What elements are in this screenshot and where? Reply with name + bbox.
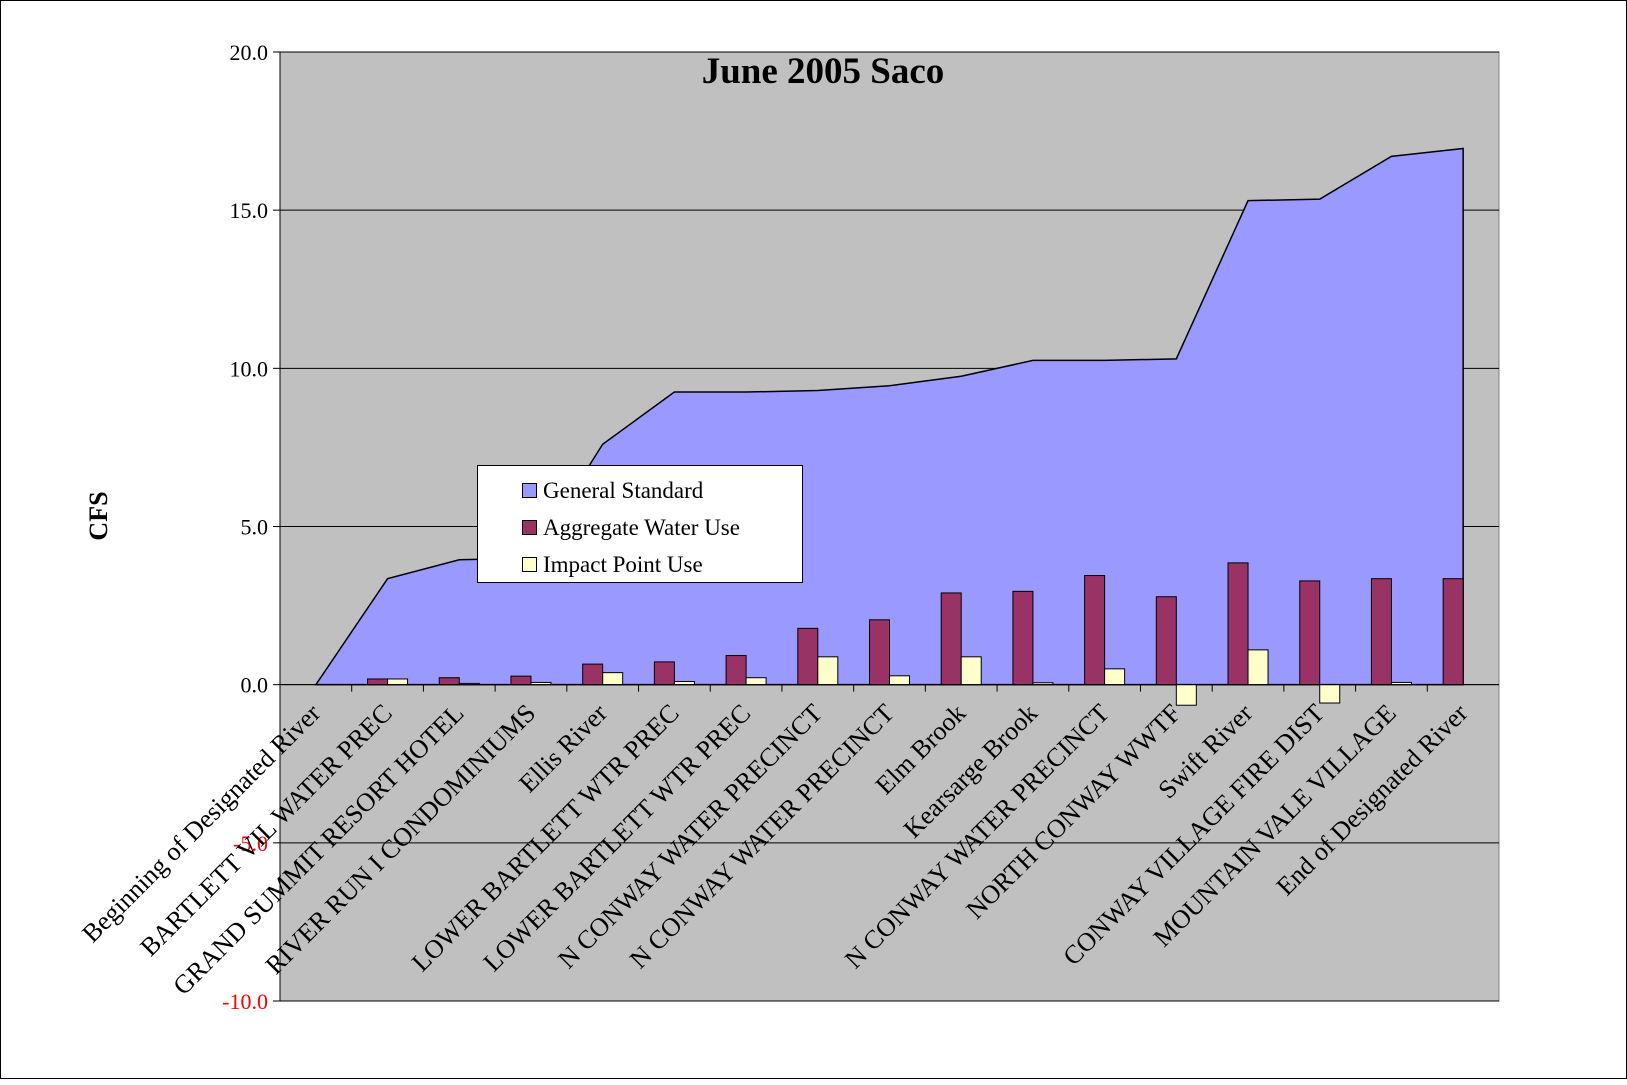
impact-point-use-bar	[1319, 684, 1341, 704]
impact-point-use-bar	[817, 656, 839, 686]
y-tick-labels: -10.0 -5.0 0.0 5.0 10.0 15.0 20.0	[222, 40, 281, 1014]
aggregate-water-use-bar	[510, 675, 532, 686]
y-tick-label: 20.0	[230, 40, 269, 65]
impact-point-use-bar	[387, 678, 409, 686]
aggregate-water-use-bar	[869, 619, 890, 686]
impact-point-use-bar	[1175, 684, 1197, 706]
impact-point-use-bar	[889, 675, 910, 686]
y-tick-label: 10.0	[230, 356, 269, 381]
y-tick-label: 15.0	[230, 198, 269, 223]
aggregate-water-use-bar	[1299, 580, 1321, 686]
legend-label: Aggregate Water Use	[543, 514, 740, 540]
aggregate-water-use-bar	[367, 678, 389, 686]
impact-point-use-bar	[1247, 649, 1269, 686]
y-tick-label: -10.0	[222, 989, 268, 1014]
legend-item-aggregate-water-use: Aggregate Water Use	[478, 509, 802, 546]
legend-label: General Standard	[543, 477, 704, 503]
chart-title: June 2005 Saco	[702, 51, 945, 92]
aggregate-water-use-bar	[940, 592, 962, 686]
aggregate-water-use-bar	[1155, 596, 1177, 686]
bars	[367, 562, 1464, 706]
aggregate-water-use-bar	[1084, 575, 1106, 686]
impact-point-use-bar	[745, 677, 767, 686]
y-tick-label: -5.0	[233, 831, 268, 856]
impact-point-use-bar	[1104, 668, 1126, 686]
aggregate-water-use-bar	[438, 677, 460, 686]
aggregate-water-use-bar	[1012, 590, 1034, 686]
impact-point-use-bar	[960, 656, 982, 686]
legend-swatch-aggregate-water-use	[522, 520, 537, 535]
legend-swatch-impact-point-use	[522, 557, 537, 572]
aggregate-water-use-bar	[797, 627, 819, 686]
legend-item-general-standard: General Standard	[478, 472, 802, 509]
y-axis-label: CFS	[84, 491, 113, 540]
legend-label: Impact Point Use	[543, 551, 703, 577]
aggregate-water-use-bar	[653, 661, 675, 686]
aggregate-water-use-bar	[1370, 578, 1392, 686]
aggregate-water-use-bar	[1442, 578, 1464, 686]
legend-item-impact-point-use: Impact Point Use	[478, 546, 802, 583]
legend-swatch-general-standard	[522, 483, 537, 498]
aggregate-water-use-bar	[1227, 562, 1249, 686]
legend: General Standard Aggregate Water Use Imp…	[477, 465, 803, 583]
impact-point-use-bar	[602, 672, 624, 686]
aggregate-water-use-bar	[582, 663, 604, 686]
y-tick-label: 0.0	[241, 673, 269, 698]
aggregate-water-use-bar	[725, 655, 747, 686]
y-tick-label: 5.0	[241, 515, 269, 540]
